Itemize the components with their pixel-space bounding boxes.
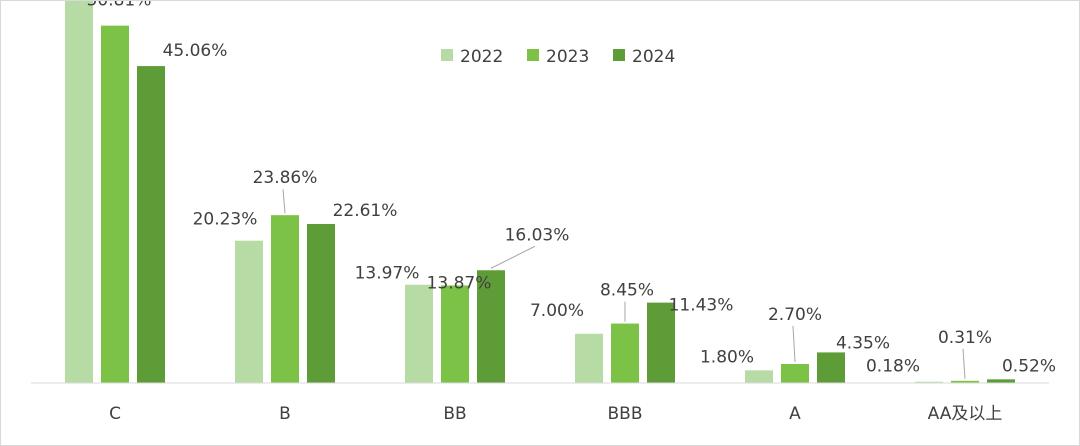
data-label-2024-5: 0.52%	[1002, 356, 1056, 376]
bar-2022-2	[405, 284, 433, 383]
data-label-2022-1: 20.23%	[193, 210, 258, 230]
data-label-2022-5: 0.18%	[866, 357, 920, 377]
legend-label-2023: 2023	[546, 47, 589, 67]
leader-line-2023-4	[792, 325, 796, 363]
bar-2023-5	[951, 380, 979, 383]
category-label-0: C	[109, 404, 121, 424]
bar-2023-3	[611, 323, 639, 383]
legend: 2022 2023 2024	[441, 47, 675, 67]
legend-label-2024: 2024	[632, 47, 675, 67]
data-label-2022-2: 13.97%	[355, 264, 420, 284]
category-label-3: BBB	[608, 404, 643, 424]
data-label-2024-3: 11.43%	[669, 296, 734, 316]
bar-2022-0	[65, 1, 93, 383]
category-label-1: B	[279, 404, 291, 424]
data-label-2024-0: 45.06%	[163, 41, 228, 61]
bar-2022-5	[915, 381, 943, 383]
data-label-2024-1: 22.61%	[333, 201, 398, 221]
bar-2023-1	[271, 215, 299, 383]
data-label-2022-4: 1.80%	[700, 347, 754, 367]
data-labels: 56.81%50.81%45.06%20.23%23.86%22.61%13.9…	[87, 1, 1056, 377]
leader-line-2023-5	[962, 348, 966, 379]
bar-2023-4	[781, 364, 809, 383]
bar-2024-5	[987, 379, 1015, 383]
bar-2024-3	[647, 302, 675, 383]
bar-2022-3	[575, 333, 603, 383]
leader-line-2023-1	[282, 189, 286, 214]
data-label-2023-1: 23.86%	[253, 168, 318, 188]
data-label-2024-4: 4.35%	[836, 333, 890, 353]
legend-swatch-2024	[613, 49, 625, 61]
category-label-2: BB	[443, 404, 466, 424]
data-label-2024-2: 16.03%	[505, 225, 570, 245]
bar-2022-1	[235, 240, 263, 383]
data-label-2023-2: 13.87%	[427, 273, 492, 293]
bar-2024-0	[137, 66, 165, 383]
data-label-2023-3: 8.45%	[600, 281, 654, 301]
data-label-2022-3: 7.00%	[530, 301, 584, 321]
bar-2024-1	[307, 223, 335, 383]
bar-2022-4	[745, 370, 773, 383]
leader-lines	[282, 189, 966, 379]
legend-swatch-2023	[527, 49, 539, 61]
category-label-4: A	[789, 404, 801, 424]
bars	[65, 1, 1015, 384]
legend-swatch-2022	[441, 49, 453, 61]
category-label-5: AA及以上	[928, 404, 1003, 424]
data-label-2023-4: 2.70%	[768, 305, 822, 325]
data-label-2023-5: 0.31%	[938, 328, 992, 348]
data-label-2023-0: 50.81%	[87, 1, 152, 11]
bar-2024-4	[817, 352, 845, 383]
bar-2023-2	[441, 285, 469, 383]
legend-label-2022: 2022	[460, 47, 503, 67]
bar-2023-0	[101, 25, 129, 384]
category-labels: C B BB BBB A AA及以上	[109, 404, 1002, 424]
leader-line-2024-2	[490, 245, 536, 269]
bar-2024-2	[477, 270, 505, 383]
